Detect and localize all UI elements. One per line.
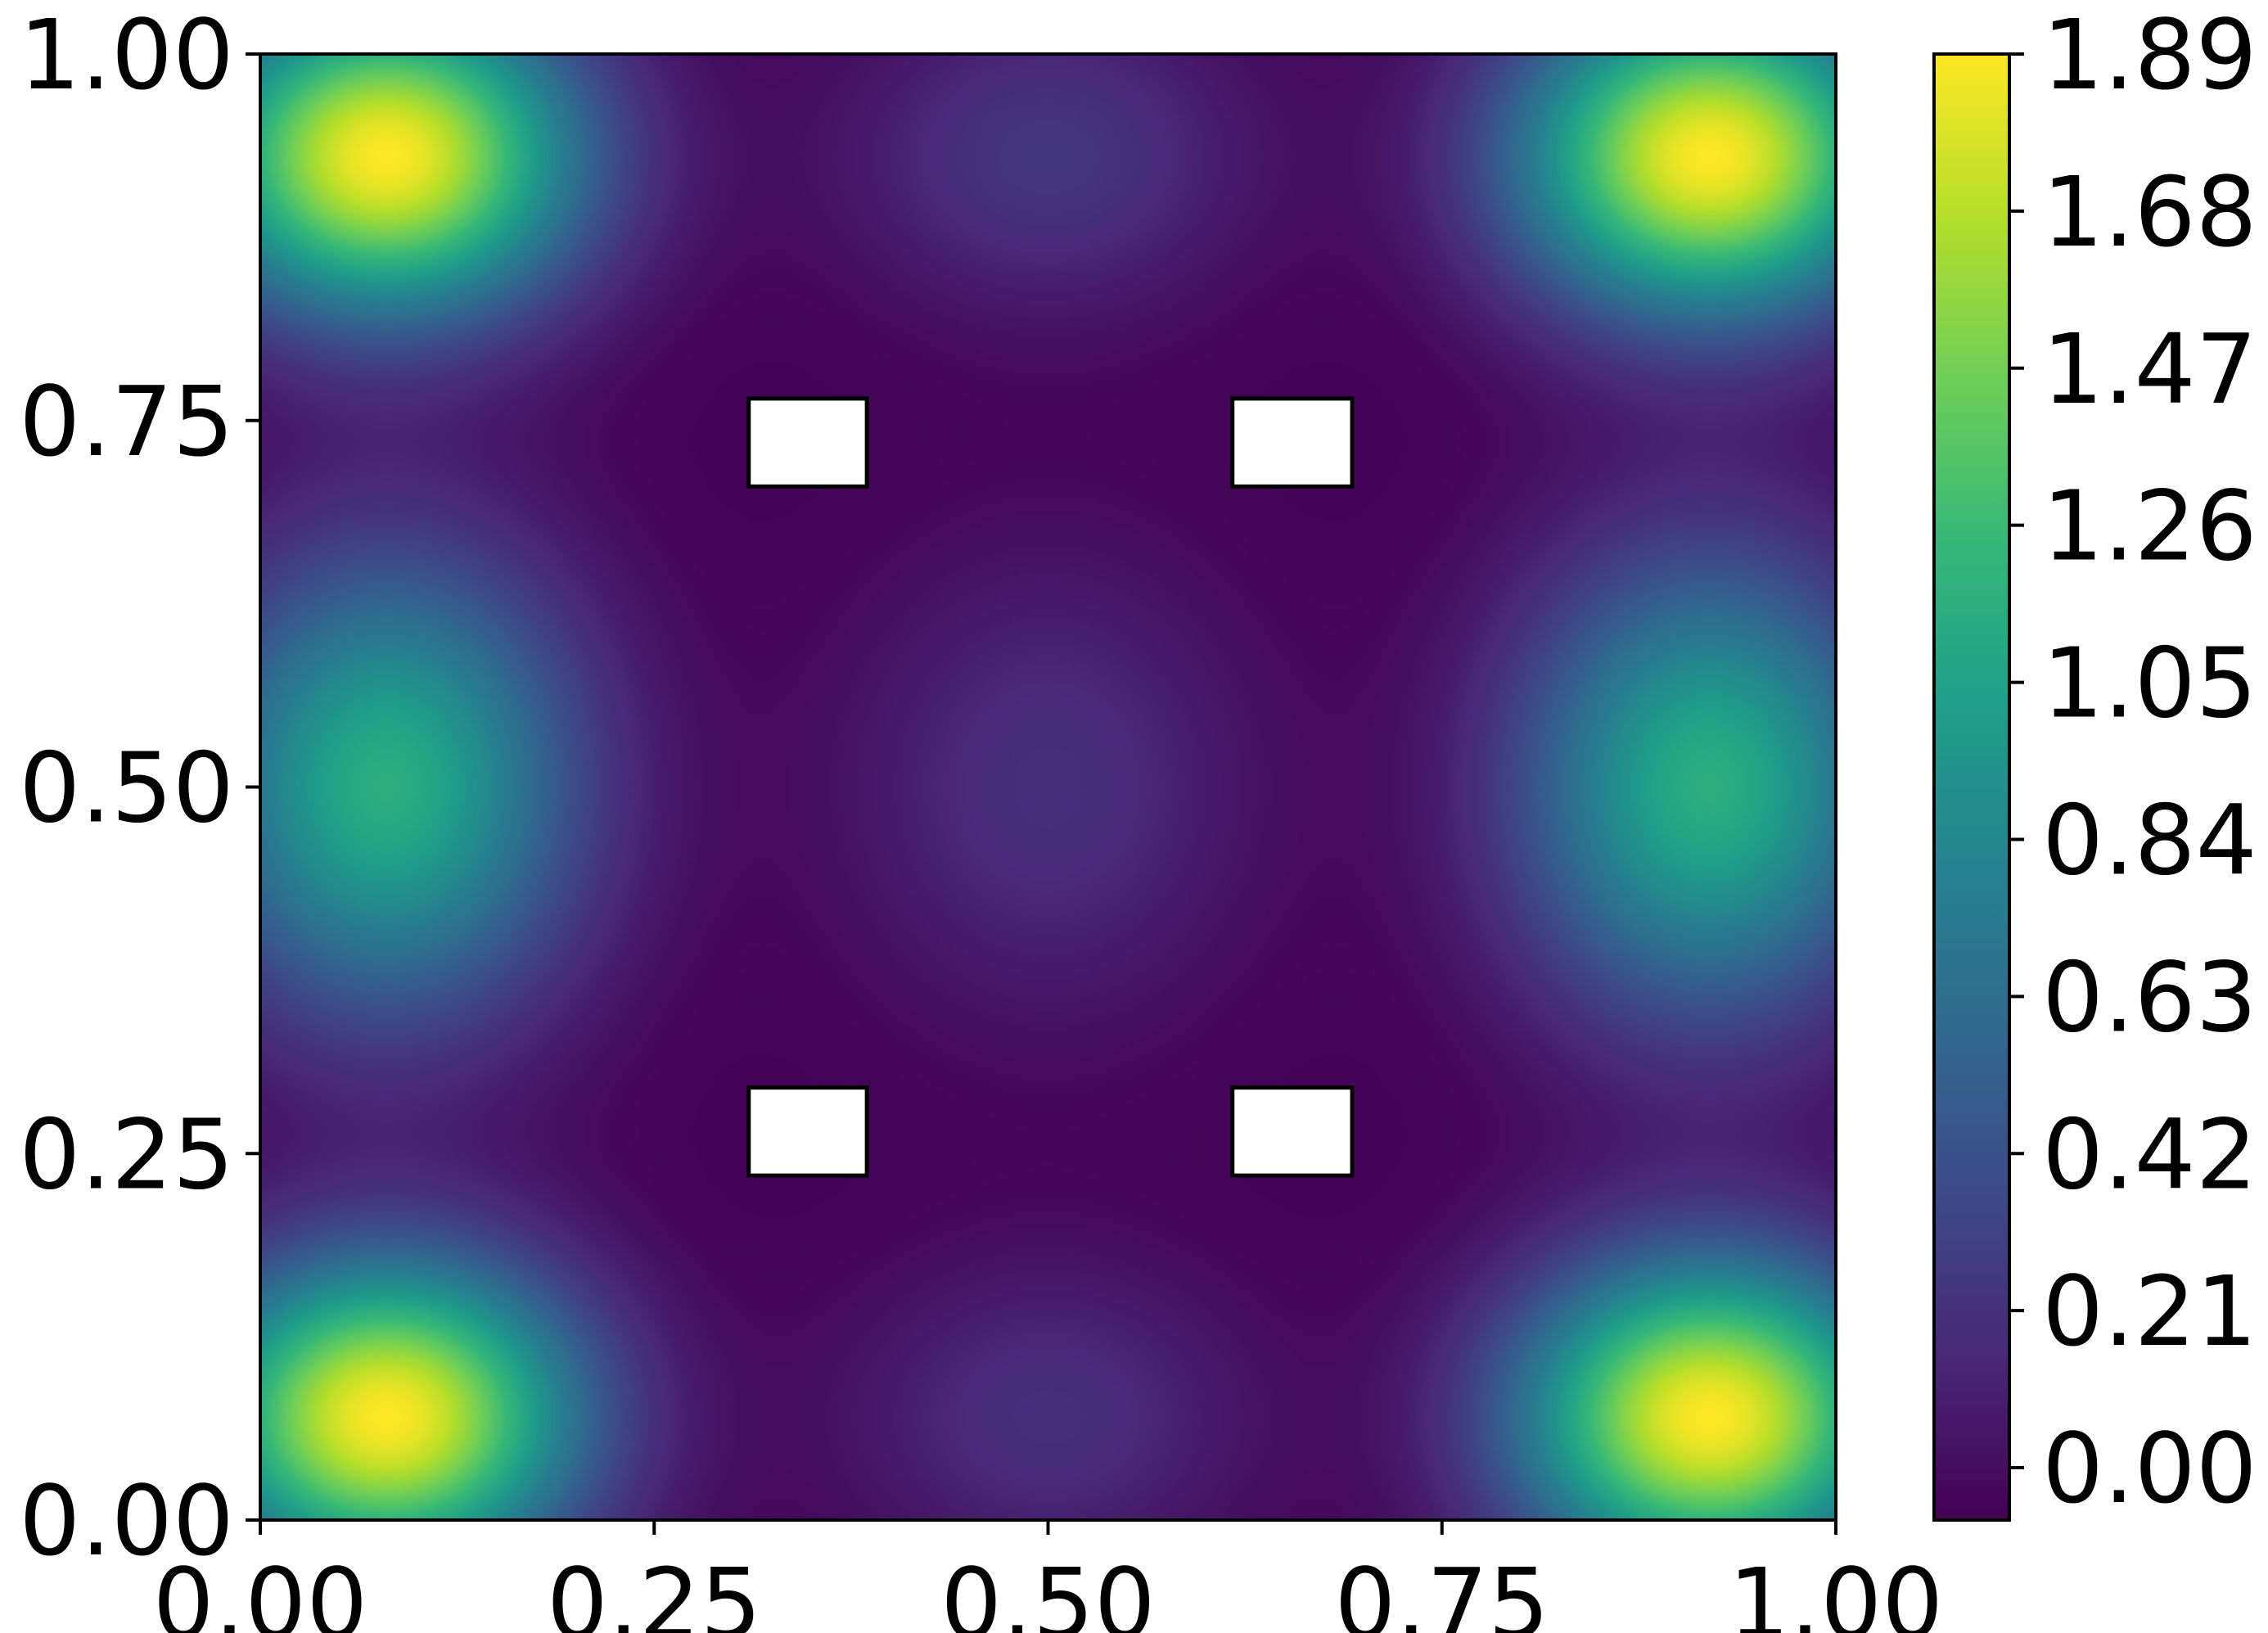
obstacle-rect	[746, 396, 869, 489]
obstacle-rect	[1230, 396, 1355, 489]
colorbar-tick-label: 1.68	[2042, 156, 2257, 268]
colorbar-gradient	[1934, 54, 2009, 1520]
obstacle-group	[746, 396, 1355, 1178]
x-axis: 0.00 0.25 0.50 0.75 1.00	[153, 1520, 1944, 1633]
colorbar-frame	[1932, 52, 2011, 1522]
colorbar-tick-label: 1.89	[2042, 0, 2257, 111]
colorbar-tick-label: 0.84	[2042, 783, 2257, 896]
y-tick-label: 0.00	[19, 1464, 234, 1577]
heatmap-field	[260, 54, 1836, 1520]
obstacle-rect	[1230, 1085, 1355, 1178]
y-tick-label: 0.25	[19, 1098, 234, 1211]
x-tick-label: 0.25	[547, 1547, 762, 1633]
colorbar-ticks: 0.00 0.21 0.42 0.63 0.84 1.05 1.26 1.47 1.68 1.89	[2009, 0, 2257, 1525]
colorbar-tick-label: 1.26	[2042, 470, 2257, 583]
x-tick-label: 0.00	[153, 1547, 368, 1633]
x-tick-label: 0.75	[1334, 1547, 1549, 1633]
y-tick-label: 1.00	[19, 0, 234, 111]
colorbar-tick-label: 0.63	[2042, 941, 2257, 1053]
colorbar: 0.00 0.21 0.42 0.63 0.84 1.05 1.26 1.47 1.68 1.89	[1932, 0, 2257, 1525]
colorbar-tick-label: 1.47	[2042, 313, 2257, 426]
colorbar-tick-label: 0.00	[2042, 1412, 2257, 1525]
plot-area	[259, 52, 1837, 1522]
obstacle-rect	[746, 1085, 869, 1178]
colorbar-tick-label: 1.05	[2042, 627, 2257, 740]
heatmap-image-holder	[260, 54, 1836, 1520]
y-axis: 0.00 0.25 0.50 0.75 1.00	[19, 0, 260, 1577]
y-tick-label: 0.50	[19, 732, 234, 845]
x-tick-label: 1.00	[1729, 1547, 1944, 1633]
x-tick-label: 0.50	[940, 1547, 1156, 1633]
y-tick-label: 0.75	[19, 365, 234, 478]
colorbar-tick-label: 0.21	[2042, 1255, 2257, 1368]
colorbar-tick-label: 0.42	[2042, 1098, 2257, 1211]
